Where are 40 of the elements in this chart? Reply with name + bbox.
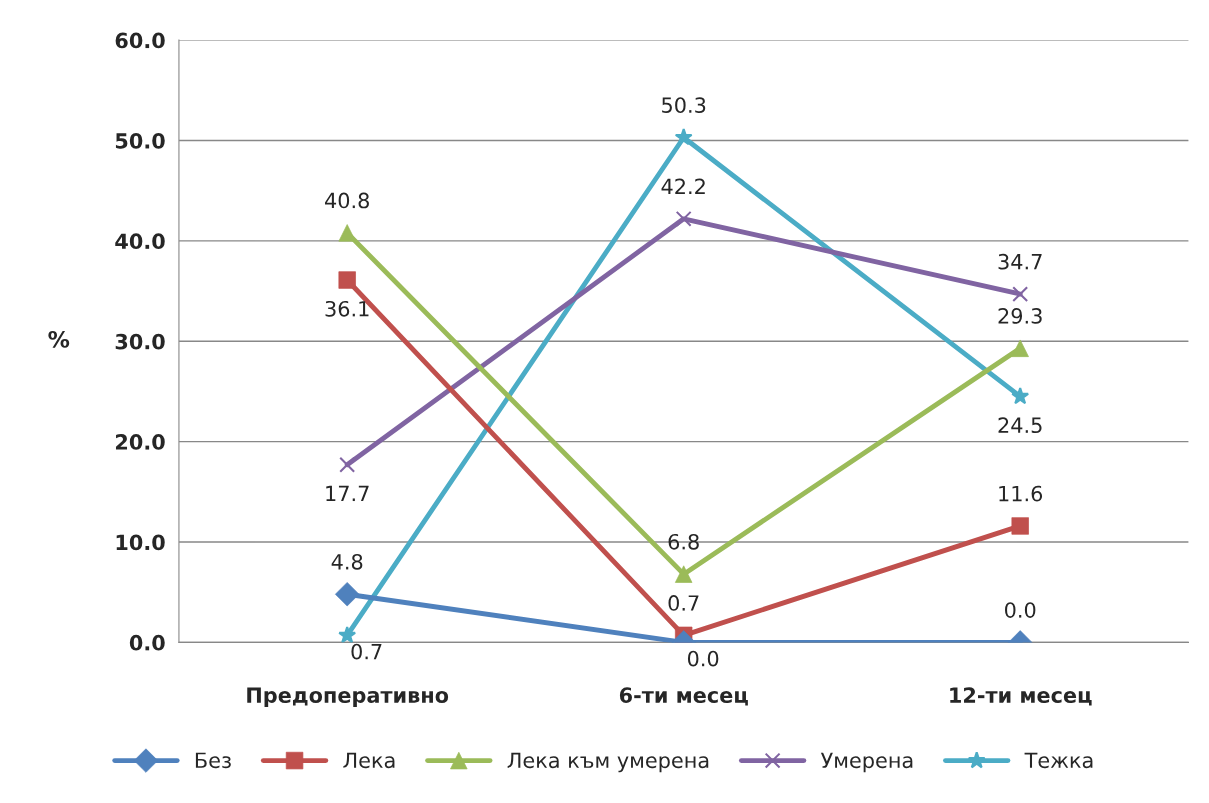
data-label: 0.0 <box>1005 602 1036 618</box>
point <box>674 128 693 146</box>
x-tick-label: 6-ти месец <box>619 687 748 706</box>
legend-label: Лека <box>343 752 395 769</box>
data-label: 50.3 <box>662 97 706 113</box>
point <box>338 271 356 289</box>
y-tick-label: 20.0 <box>115 434 165 450</box>
point <box>339 456 356 473</box>
y-tick-label: 50.0 <box>115 132 165 149</box>
point <box>1011 387 1030 405</box>
data-label: 0.7 <box>351 643 382 660</box>
legend-label: Лека към умерена <box>507 752 709 773</box>
point <box>1012 286 1029 303</box>
point <box>675 210 692 227</box>
legend-label: Без <box>195 752 231 769</box>
y-tick-label: 60.0 <box>115 32 165 49</box>
y-axis-title: % <box>48 330 70 348</box>
data-label: 42.2 <box>661 178 705 195</box>
x-tick-label: 12-ти месец <box>950 687 1092 706</box>
y-tick-label: 30.0 <box>115 333 165 350</box>
data-label: 11.6 <box>999 485 1043 502</box>
data-label: 34.7 <box>998 253 1042 270</box>
point <box>1011 517 1029 535</box>
data-label: 40.8 <box>325 192 369 209</box>
x-tick-label: Предоперативно <box>247 687 449 708</box>
y-tick-label: 10.0 <box>116 534 165 551</box>
legend-label: Тежка <box>1024 752 1093 769</box>
data-label: 29.3 <box>998 308 1042 324</box>
data-label: 24.5 <box>998 417 1042 434</box>
data-label: 4.8 <box>331 553 363 570</box>
point <box>338 626 357 643</box>
data-label: 17.7 <box>326 485 369 502</box>
point <box>335 582 360 607</box>
data-label: 6.8 <box>668 533 699 550</box>
y-tick-label: 40.0 <box>115 233 165 250</box>
data-label: 0.7 <box>668 595 699 611</box>
data-label: 0.0 <box>687 650 719 667</box>
y-tick-label: 0.0 <box>129 634 165 651</box>
legend-label: Умерена <box>820 752 913 773</box>
data-label: 36.1 <box>325 300 369 317</box>
